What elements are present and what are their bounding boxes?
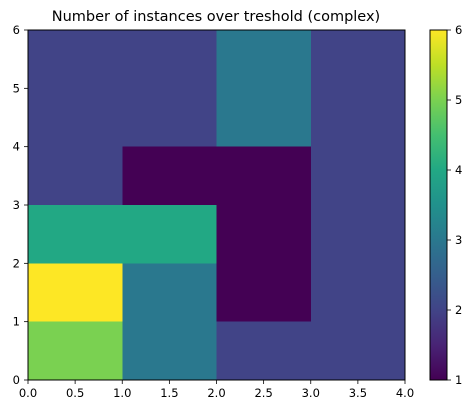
- heatmap-cell: [310, 205, 405, 264]
- y-tick-label: 2: [13, 256, 20, 270]
- heatmap-cell: [310, 263, 405, 322]
- x-axis: 0.0 0.5 1.0 1.5 2.0 2.5 3.0 3.5 4.0: [19, 380, 414, 400]
- heatmap-cell: [122, 263, 217, 322]
- colorbar-tick-label: 1: [455, 373, 462, 387]
- heatmap-cell: [28, 146, 123, 205]
- heatmap-cell: [310, 146, 405, 205]
- heatmap-cell: [28, 205, 123, 264]
- heatmap-cell: [216, 88, 311, 147]
- colorbar-tick-label: 2: [455, 303, 462, 317]
- colorbar-tick-label: 3: [455, 233, 462, 247]
- heatmap-cell: [310, 321, 405, 380]
- y-tick-label: 6: [13, 23, 20, 37]
- heatmap-cell: [310, 88, 405, 147]
- y-axis: 0 1 2 3 4 5 6: [13, 23, 28, 387]
- heatmap-cell: [28, 263, 123, 322]
- x-tick-label: 4.0: [396, 386, 414, 400]
- colorbar-tick-label: 6: [455, 23, 462, 37]
- y-tick-label: 3: [13, 198, 20, 212]
- chart-title: Number of instances over treshold (compl…: [52, 9, 380, 25]
- x-tick-label: 1.5: [160, 386, 178, 400]
- colorbar: [429, 29, 448, 381]
- heatmap-cell: [216, 205, 311, 264]
- heatmap-cell: [28, 30, 123, 89]
- x-tick-label: 0.0: [19, 386, 37, 400]
- heatmap-cell: [122, 321, 217, 380]
- colorbar-tick-label: 5: [455, 93, 462, 107]
- colorbar-tick-label: 4: [455, 163, 462, 177]
- heatmap-cell: [28, 88, 123, 147]
- x-tick-label: 1.0: [113, 386, 131, 400]
- heatmap-cells: [28, 30, 405, 380]
- colorbar-axis: 1 2 3 4 5 6: [447, 23, 462, 387]
- heatmap-cell: [122, 30, 217, 89]
- x-tick-label: 2.5: [254, 386, 272, 400]
- x-tick-label: 3.0: [302, 386, 320, 400]
- heatmap-cell: [216, 30, 311, 89]
- x-tick-label: 3.5: [349, 386, 367, 400]
- heatmap-cell: [122, 146, 217, 205]
- heatmap-cell: [122, 205, 217, 264]
- heatmap-cell: [216, 146, 311, 205]
- heatmap-cell: [216, 321, 311, 380]
- x-tick-label: 0.5: [66, 386, 84, 400]
- heatmap-cell: [310, 30, 405, 89]
- heatmap-cell: [216, 263, 311, 322]
- heatmap-cell: [28, 321, 123, 380]
- x-tick-label: 2.0: [207, 386, 225, 400]
- heatmap-cell: [122, 88, 217, 147]
- y-tick-label: 0: [13, 373, 20, 387]
- y-tick-label: 5: [13, 81, 20, 95]
- y-tick-label: 1: [13, 315, 20, 329]
- y-tick-label: 4: [13, 140, 20, 154]
